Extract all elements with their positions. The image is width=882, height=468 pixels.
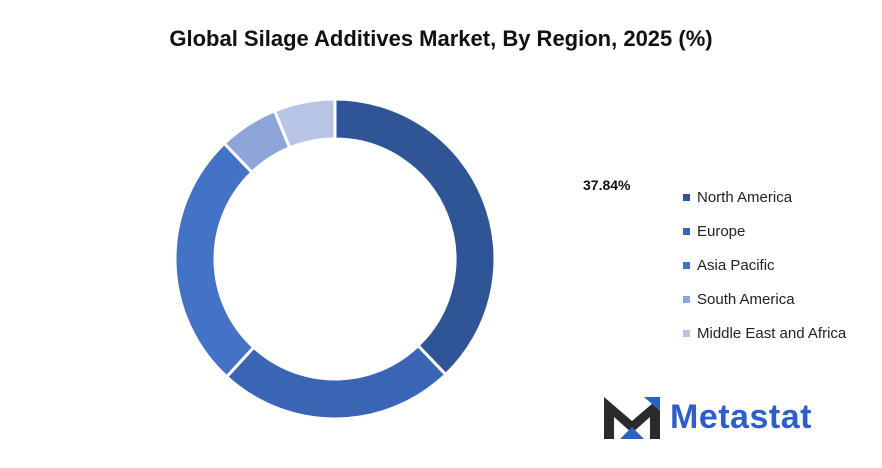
legend-item-south-america: South America xyxy=(683,282,846,316)
slice-asia-pacific xyxy=(173,141,256,379)
metastat-logo-icon xyxy=(604,397,660,439)
legend-swatch xyxy=(683,329,690,337)
metastat-logo-text: Metastat xyxy=(670,397,812,436)
legend-label: Asia Pacific xyxy=(697,256,775,274)
legend-swatch xyxy=(683,193,690,201)
chart-title: Global Silage Additives Market, By Regio… xyxy=(169,26,713,51)
legend-item-north-america: North America xyxy=(683,180,846,214)
legend-item-europe: Europe xyxy=(683,214,846,248)
legend-label: Middle East and Africa xyxy=(697,324,847,342)
slice-middle-east-and-africa xyxy=(272,97,337,150)
metastat-logo: Metastat xyxy=(600,393,812,441)
chart-legend: North America Europe Asia Pacific South Ame… xyxy=(683,180,846,350)
legend-swatch xyxy=(683,261,690,269)
slice-europe xyxy=(224,343,448,421)
legend-swatch xyxy=(683,227,690,235)
legend-label: Europe xyxy=(697,222,746,240)
donut-chart xyxy=(173,97,497,421)
legend-item-asia-pacific: Asia Pacific xyxy=(683,248,846,282)
legend-item-middle-east-and-africa: Middle East and Africa xyxy=(683,316,846,350)
north-america-value-label: 37.84% xyxy=(583,177,631,193)
slice-north-america xyxy=(333,97,497,377)
legend-swatch xyxy=(683,295,690,303)
legend-label: North America xyxy=(697,188,793,206)
legend-label: South America xyxy=(697,290,795,308)
